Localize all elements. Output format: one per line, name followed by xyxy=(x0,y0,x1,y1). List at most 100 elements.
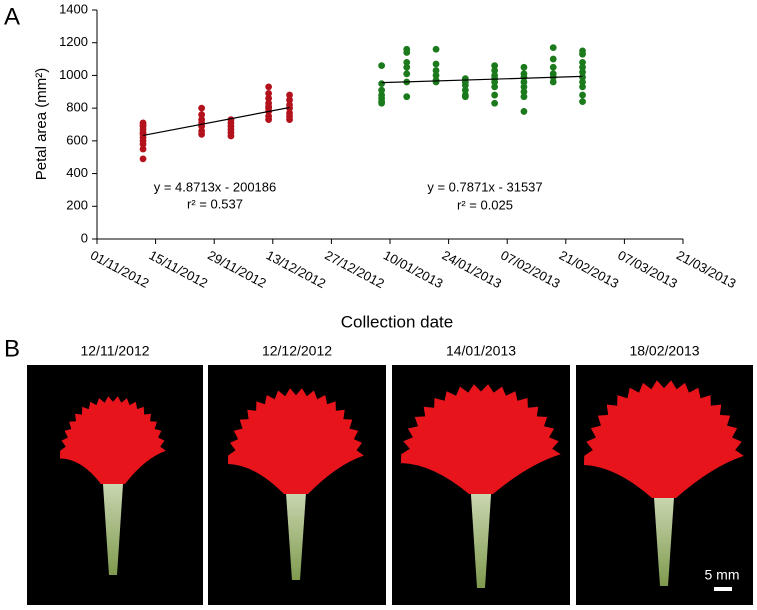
photo-caption: 18/02/2013 xyxy=(629,343,699,359)
data-point xyxy=(579,73,586,81)
data-point xyxy=(549,63,557,71)
scale-bar xyxy=(714,587,732,591)
x-tick-label: 07/03/2013 xyxy=(615,247,680,291)
data-point xyxy=(378,86,386,94)
y-tick-label: 800 xyxy=(66,100,88,115)
flower-head xyxy=(228,388,364,494)
data-point xyxy=(520,93,528,101)
x-tick-label: 24/01/2013 xyxy=(440,247,505,291)
data-point xyxy=(579,98,586,105)
data-point xyxy=(432,67,440,74)
x-tick-label: 15/11/2012 xyxy=(147,247,211,290)
data-point xyxy=(403,49,411,56)
data-point xyxy=(139,145,147,153)
annotation: r² = 0.025 xyxy=(457,197,513,212)
photo-panels xyxy=(27,365,753,605)
data-point xyxy=(139,130,147,138)
panel-label: B xyxy=(4,335,20,362)
data-point xyxy=(579,50,586,58)
flower-head xyxy=(60,396,166,484)
data-point xyxy=(461,86,469,94)
data-point xyxy=(265,116,273,123)
y-tick-label: 400 xyxy=(66,165,88,180)
y-tick-label: 1000 xyxy=(59,67,88,82)
data-point xyxy=(579,83,586,91)
x-tick-label: 27/12/2012 xyxy=(322,247,387,291)
data-point xyxy=(286,96,293,104)
data-point xyxy=(432,45,440,53)
data-point xyxy=(579,68,586,76)
data-point xyxy=(579,91,586,99)
data-point xyxy=(520,108,528,115)
trend-line xyxy=(142,106,290,137)
x-axis-label: Collection date xyxy=(341,312,453,331)
data-point xyxy=(139,140,147,148)
data-point xyxy=(520,78,528,86)
scale-label: 5 mm xyxy=(705,567,740,583)
y-tick-label: 1200 xyxy=(59,34,88,49)
x-tick-label: 10/01/2013 xyxy=(381,247,446,291)
data-point xyxy=(549,55,557,63)
photo-caption: 12/11/2012 xyxy=(80,343,149,359)
data-point xyxy=(579,58,586,66)
data-point xyxy=(579,78,586,86)
data-point xyxy=(139,121,147,128)
data-point xyxy=(520,88,528,96)
data-point xyxy=(378,99,386,107)
data-point xyxy=(403,63,411,71)
data-point xyxy=(491,83,499,91)
data-point xyxy=(378,80,386,88)
data-point xyxy=(265,94,273,102)
data-point xyxy=(265,103,273,110)
data-point xyxy=(198,104,206,112)
data-point xyxy=(227,132,235,140)
y-axis-label: Petal area (mm²) xyxy=(33,68,50,181)
data-point xyxy=(198,130,206,138)
data-point xyxy=(432,60,440,68)
data-point xyxy=(520,63,528,71)
y-tick-label: 600 xyxy=(66,132,88,147)
data-point xyxy=(265,83,273,91)
data-point xyxy=(549,44,557,52)
data-point xyxy=(198,111,206,119)
x-tick-label: 21/02/2013 xyxy=(557,247,622,291)
data-point xyxy=(378,62,386,70)
annotation: y = 4.8713x - 200186 xyxy=(154,179,277,194)
flower-head xyxy=(584,380,744,498)
y-tick-label: 200 xyxy=(66,198,88,213)
trend-line xyxy=(381,75,583,84)
data-point xyxy=(579,63,586,71)
data-point xyxy=(432,72,440,79)
x-tick-label: 21/03/2013 xyxy=(674,247,739,291)
annotation: y = 0.7871x - 31537 xyxy=(427,179,542,194)
data-point xyxy=(432,78,440,86)
flower-head xyxy=(401,384,561,494)
data-point xyxy=(520,83,528,91)
data-point xyxy=(549,78,557,86)
data-point xyxy=(491,67,499,74)
data-point xyxy=(286,116,293,123)
data-point xyxy=(491,99,499,107)
data-point xyxy=(403,58,411,66)
data-point xyxy=(461,93,469,101)
x-tick-label: 07/02/2013 xyxy=(498,247,563,291)
photo-caption: 12/12/2012 xyxy=(262,343,332,359)
data-point xyxy=(403,93,411,101)
data-point xyxy=(461,81,469,89)
panel-label: A xyxy=(4,3,20,30)
flower-stalk xyxy=(101,454,125,575)
data-point xyxy=(286,104,293,112)
annotation: r² = 0.537 xyxy=(187,196,243,211)
flower-stalk xyxy=(469,464,493,588)
data-point xyxy=(491,62,499,70)
data-point xyxy=(265,90,273,97)
data-point xyxy=(286,91,293,99)
photo-caption: 14/01/2013 xyxy=(446,343,516,359)
y-tick-label: 0 xyxy=(81,230,88,245)
data-point xyxy=(491,91,499,99)
x-tick-label: 13/12/2012 xyxy=(264,247,329,291)
y-tick-label: 1400 xyxy=(59,1,88,16)
data-point xyxy=(403,70,411,78)
data-point xyxy=(491,78,499,86)
